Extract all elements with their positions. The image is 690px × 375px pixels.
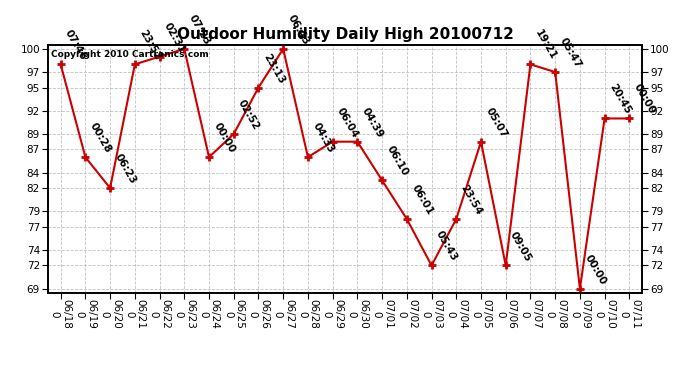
Text: 04:39: 04:39 bbox=[360, 106, 385, 140]
Text: 04:33: 04:33 bbox=[310, 121, 335, 155]
Text: 02:31: 02:31 bbox=[162, 21, 187, 54]
Text: 09:05: 09:05 bbox=[509, 230, 533, 263]
Text: 23:13: 23:13 bbox=[261, 51, 286, 85]
Text: 19:21: 19:21 bbox=[533, 28, 558, 62]
Text: 00:00: 00:00 bbox=[632, 82, 657, 116]
Text: 07:23: 07:23 bbox=[187, 13, 212, 46]
Text: 00:00: 00:00 bbox=[582, 253, 608, 286]
Text: 00:28: 00:28 bbox=[88, 121, 113, 155]
Text: 05:43: 05:43 bbox=[434, 230, 460, 263]
Text: 06:43: 06:43 bbox=[286, 13, 311, 46]
Text: 07:46: 07:46 bbox=[63, 28, 88, 62]
Text: 06:23: 06:23 bbox=[112, 152, 138, 186]
Text: 20:45: 20:45 bbox=[607, 82, 632, 116]
Text: 05:07: 05:07 bbox=[484, 106, 509, 140]
Text: 05:47: 05:47 bbox=[558, 36, 583, 70]
Text: 06:01: 06:01 bbox=[409, 183, 435, 217]
Title: Outdoor Humidity Daily High 20100712: Outdoor Humidity Daily High 20100712 bbox=[177, 27, 513, 42]
Text: 06:04: 06:04 bbox=[335, 106, 360, 140]
Text: 23:54: 23:54 bbox=[459, 183, 484, 217]
Text: 23:52: 23:52 bbox=[137, 28, 163, 62]
Text: 02:52: 02:52 bbox=[236, 98, 262, 132]
Text: Copyright 2010 Cartronics.com: Copyright 2010 Cartronics.com bbox=[51, 50, 209, 59]
Text: 06:10: 06:10 bbox=[384, 144, 410, 178]
Text: 00:00: 00:00 bbox=[212, 121, 237, 155]
